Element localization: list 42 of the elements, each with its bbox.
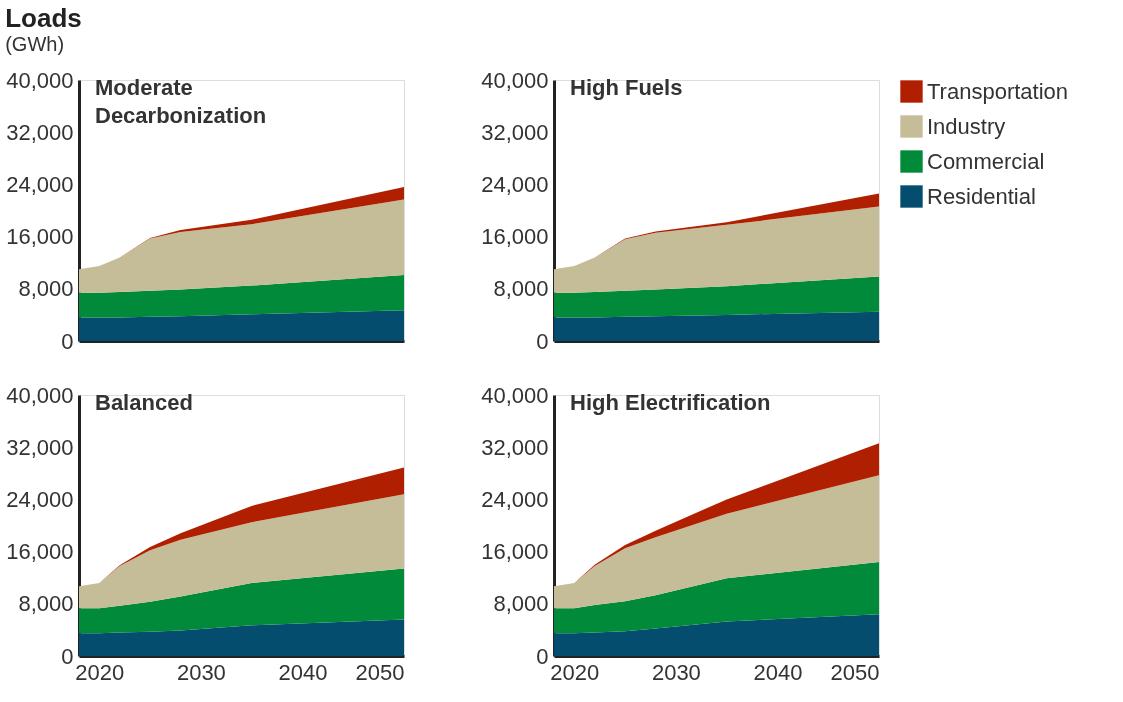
legend-label: Residential [927,183,1036,209]
y-tick-label: 8,000 [18,591,74,617]
y-tick-label: 32,000 [6,119,74,145]
y-tick-label: 24,000 [481,486,549,512]
y-tick-label: 40,000 [6,382,74,408]
y-tick-label: 0 [536,328,549,354]
x-tick-label: 2030 [651,659,701,685]
x-tick-label: 2040 [278,659,328,685]
legend-label: Commercial [927,148,1045,174]
x-tick-label: 2020 [550,659,600,685]
y-tick-label: 16,000 [481,539,549,565]
y-tick-label: 8,000 [18,276,74,302]
y-tick-label: 40,000 [6,67,74,93]
y-tick-label: 32,000 [481,119,549,145]
x-tick-label: 2050 [355,659,405,685]
y-tick-label: 24,000 [6,486,74,512]
y-tick-label: 32,000 [6,434,74,460]
y-tick-label: 40,000 [481,67,549,93]
y-tick-label: 0 [61,328,74,354]
y-tick-label: 0 [61,643,74,669]
chart-title: Moderate Decarbonization [95,75,267,128]
legend-label: Transportation [927,78,1069,104]
x-tick-label: 2050 [830,659,880,685]
y-tick-label: 16,000 [6,224,74,250]
y-tick-label: 32,000 [481,434,549,460]
x-tick-label: 2040 [753,659,803,685]
text: Loads [5,2,82,33]
y-tick-label: 16,000 [481,224,549,250]
y-tick-label: 16,000 [6,539,74,565]
text: (GWh) [5,32,65,55]
x-tick-label: 2020 [75,659,125,685]
y-tick-label: 24,000 [481,171,549,197]
y-tick-label: 8,000 [493,276,549,302]
chart-title: Balanced [95,390,193,415]
chart-title: High Fuels [570,75,683,100]
y-tick-label: 24,000 [6,171,74,197]
y-tick-label: 40,000 [481,382,549,408]
chart-title: High Electrification [570,390,771,415]
legend-label: Industry [927,113,1006,139]
y-tick-label: 0 [536,643,549,669]
y-tick-label: 8,000 [493,591,549,617]
x-tick-label: 2030 [176,659,226,685]
